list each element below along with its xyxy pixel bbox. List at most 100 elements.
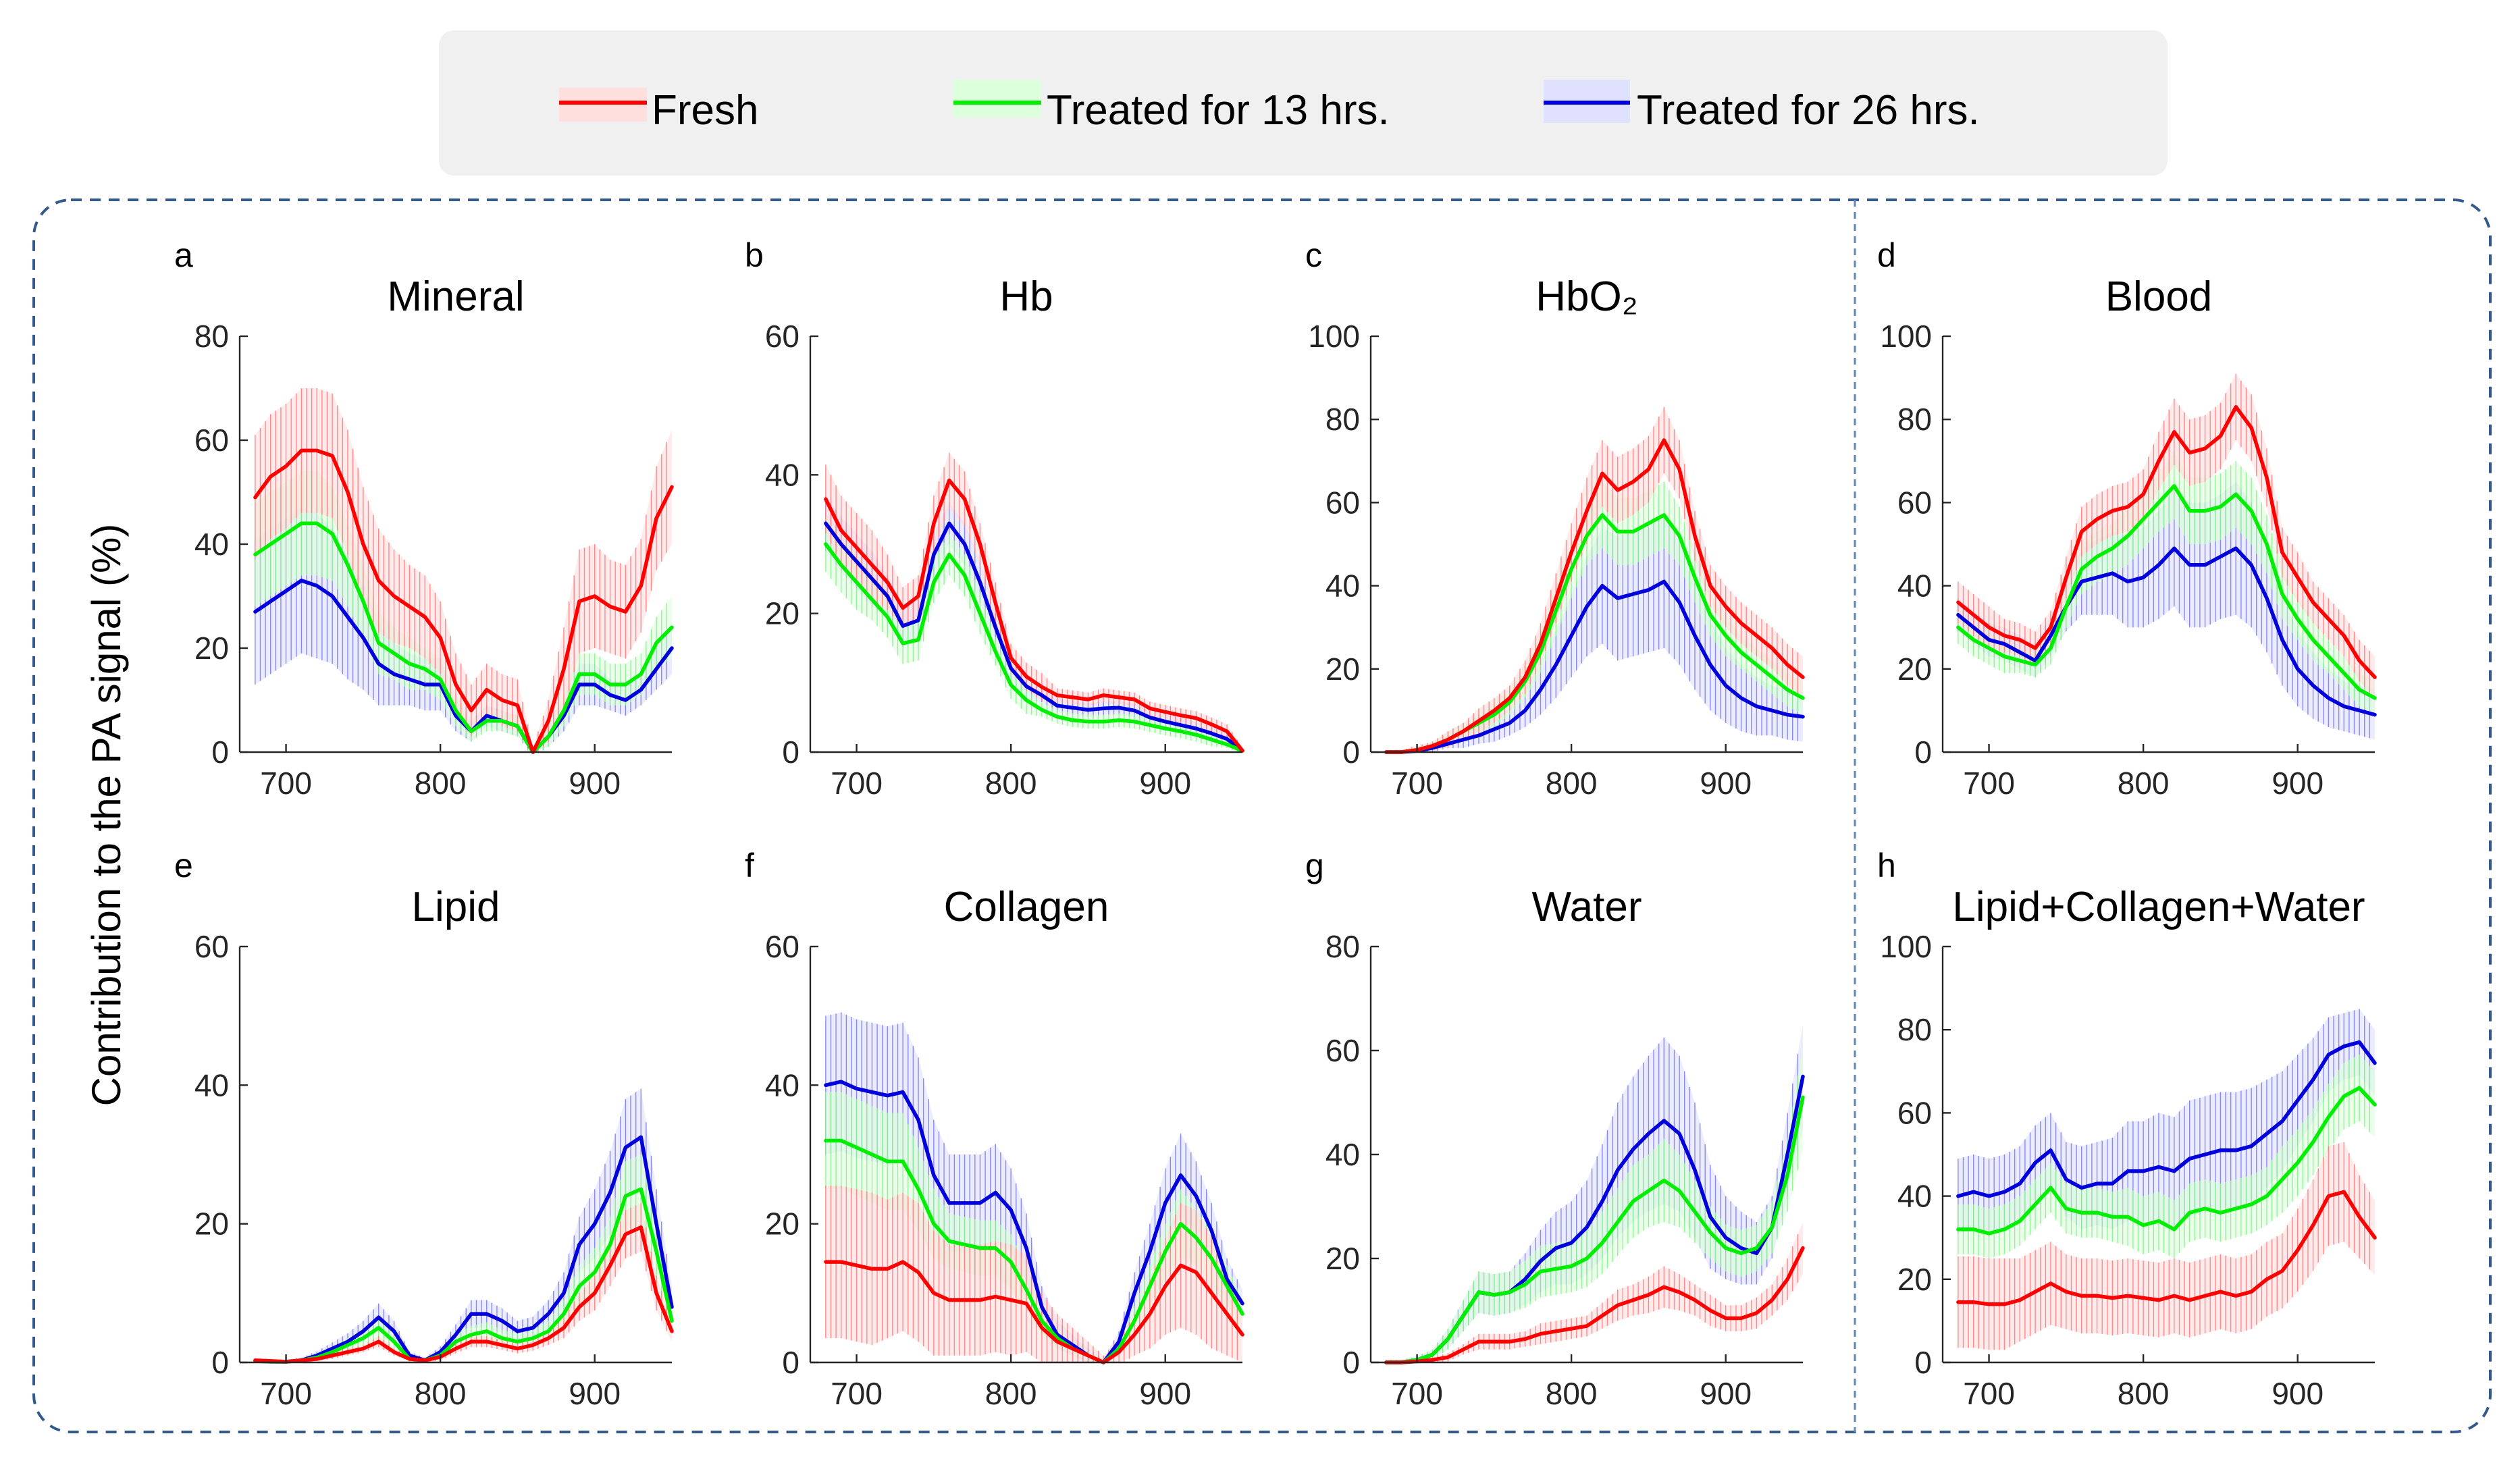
y-tick-label-f: 40 xyxy=(765,1067,799,1103)
x-tick-label-a: 900 xyxy=(569,766,621,801)
series-line-f-fresh xyxy=(824,1260,1244,1364)
panel-title-d: Blood xyxy=(2105,273,2213,320)
x-tick-label-b: 800 xyxy=(985,766,1037,801)
y-tick-label-d: 0 xyxy=(1914,735,1932,770)
series-line-d-treated-for-13-hrs- xyxy=(1956,484,2377,700)
series-line-b-treated-for-13-hrs- xyxy=(824,542,1244,753)
panel-title-h: Lipid+Collagen+Water xyxy=(1952,884,2365,930)
series-line-d-treated-for-26-hrs- xyxy=(1956,546,2377,717)
y-tick-label-c: 40 xyxy=(1325,568,1360,604)
y-tick-label-g: 80 xyxy=(1325,929,1360,964)
error-band-a-0 xyxy=(255,388,672,752)
panel-letter-d: d xyxy=(1877,236,1896,274)
error-band-g-1 xyxy=(1386,1045,1803,1362)
y-tick-label-e: 60 xyxy=(194,929,229,964)
y-tick-label-h: 40 xyxy=(1897,1179,1932,1214)
y-tick-label-d: 100 xyxy=(1880,319,1932,354)
series-line-e-treated-for-26-hrs- xyxy=(253,1135,674,1364)
y-tick-label-h: 100 xyxy=(1880,929,1932,964)
x-tick-label-b: 900 xyxy=(1139,766,1191,801)
x-tick-label-e: 800 xyxy=(415,1376,467,1411)
x-tick-label-a: 800 xyxy=(415,766,467,801)
panel-b: 0 20 40 60 700 800 900 Hb b xyxy=(745,236,1244,801)
y-tick-label-b: 20 xyxy=(765,596,799,631)
legend-entry-26hrs: Treated for 26 hrs. xyxy=(1544,80,1980,134)
error-band-d-0 xyxy=(1958,373,2375,698)
error-band-b-0 xyxy=(825,452,1242,752)
x-tick-label-g: 800 xyxy=(1546,1376,1598,1411)
panel-letter-e: e xyxy=(174,847,193,884)
x-tick-label-e: 900 xyxy=(569,1376,621,1411)
series-line-a-fresh xyxy=(253,448,674,754)
series-line-e-treated-for-13-hrs- xyxy=(253,1187,674,1364)
y-tick-label-e: 20 xyxy=(194,1206,229,1242)
error-band-h-0 xyxy=(1958,1142,2375,1350)
y-tick-label-e: 40 xyxy=(194,1067,229,1103)
y-tick-label-g: 0 xyxy=(1342,1345,1360,1380)
y-tick-label-a: 40 xyxy=(194,527,229,562)
y-tick-label-d: 40 xyxy=(1897,568,1932,604)
y-tick-label-c: 20 xyxy=(1325,652,1360,687)
panel-group-frame xyxy=(32,198,2492,1433)
panel-d: 0 20 40 60 80 100 700 800 900 Blood d xyxy=(1877,236,2377,801)
panel-f: 0 20 40 60 700 800 900 Collagen f xyxy=(745,847,1244,1411)
y-tick-label-a: 80 xyxy=(194,319,229,354)
legend-box xyxy=(439,30,2168,176)
series-line-c-fresh xyxy=(1384,438,1805,754)
panel-title-b: Hb xyxy=(999,273,1053,320)
error-band-c-0 xyxy=(1386,406,1803,752)
legend-label-26hrs: Treated for 26 hrs. xyxy=(1637,87,1980,134)
y-tick-label-b: 60 xyxy=(765,319,799,354)
y-tick-label-b: 40 xyxy=(765,457,799,492)
series-line-g-treated-for-13-hrs- xyxy=(1384,1095,1805,1364)
x-tick-label-h: 700 xyxy=(1963,1376,2015,1411)
series-line-h-fresh xyxy=(1956,1190,2377,1306)
x-tick-label-c: 700 xyxy=(1391,766,1443,801)
x-tick-label-g: 900 xyxy=(1700,1376,1752,1411)
series-line-f-treated-for-13-hrs- xyxy=(824,1138,1244,1364)
legend-swatch-13hrs xyxy=(953,80,1041,117)
panel-title-c: HbO₂ xyxy=(1535,273,1638,320)
panel-letter-b: b xyxy=(745,236,764,274)
x-tick-label-f: 900 xyxy=(1139,1376,1191,1411)
legend-label-13hrs: Treated for 13 hrs. xyxy=(1047,87,1390,134)
panel-letter-c: c xyxy=(1305,236,1322,274)
panel-title-a: Mineral xyxy=(387,273,524,320)
y-tick-label-g: 60 xyxy=(1325,1033,1360,1068)
series-line-e-fresh xyxy=(253,1225,674,1364)
y-tick-label-a: 0 xyxy=(211,735,229,770)
panel-e: 0 20 40 60 700 800 900 Lipid e xyxy=(174,847,674,1411)
series-line-a-treated-for-13-hrs- xyxy=(253,521,674,754)
y-axis-label: Contribution to the PA signal (%) xyxy=(84,524,129,1107)
series-line-b-fresh xyxy=(824,478,1244,753)
x-tick-label-d: 900 xyxy=(2272,766,2324,801)
x-tick-label-h: 900 xyxy=(2272,1376,2324,1411)
y-tick-label-d: 80 xyxy=(1897,402,1932,437)
legend: Fresh Treated for 13 hrs. Treated for 26… xyxy=(439,30,2168,176)
y-tick-label-h: 0 xyxy=(1914,1345,1932,1380)
x-tick-label-f: 700 xyxy=(831,1376,883,1411)
error-band-d-2 xyxy=(1958,481,2375,740)
x-tick-label-h: 800 xyxy=(2118,1376,2170,1411)
y-tick-label-c: 0 xyxy=(1342,735,1360,770)
panel-a: 0 20 40 60 80 700 800 900 Mineral a xyxy=(174,236,674,801)
y-tick-label-a: 20 xyxy=(194,631,229,666)
series-line-d-fresh xyxy=(1956,404,2377,679)
y-tick-label-h: 80 xyxy=(1897,1012,1932,1047)
y-tick-label-c: 60 xyxy=(1325,485,1360,520)
y-tick-label-a: 60 xyxy=(194,423,229,458)
y-tick-label-b: 0 xyxy=(782,735,799,770)
y-tick-label-g: 20 xyxy=(1325,1241,1360,1276)
error-band-c-2 xyxy=(1386,514,1803,752)
x-tick-label-e: 700 xyxy=(260,1376,312,1411)
panel-letter-f: f xyxy=(745,847,754,884)
error-band-h-1 xyxy=(1958,1055,2375,1258)
legend-entry-13hrs: Treated for 13 hrs. xyxy=(953,80,1390,134)
error-band-d-1 xyxy=(1958,452,2375,715)
x-tick-label-d: 700 xyxy=(1963,766,2015,801)
series-line-h-treated-for-26-hrs- xyxy=(1956,1040,2377,1198)
panel-title-f: Collagen xyxy=(944,884,1109,930)
legend-entry-fresh: Fresh xyxy=(559,87,758,134)
x-tick-label-c: 900 xyxy=(1700,766,1752,801)
